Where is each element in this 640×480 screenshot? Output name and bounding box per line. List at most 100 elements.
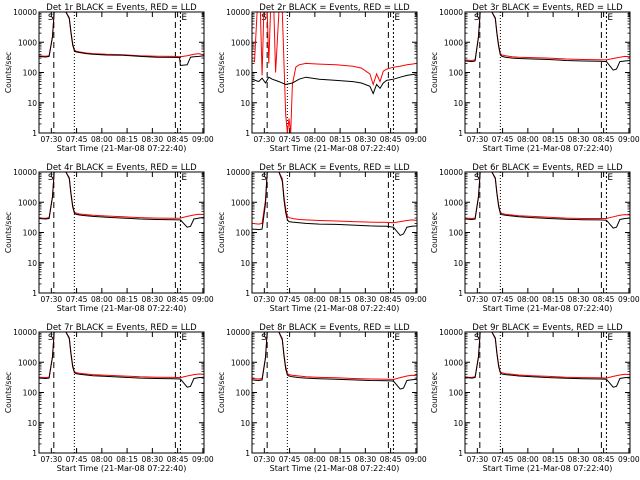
y-tick-label: 10 [240, 419, 250, 428]
x-axis-label: Start Time (21-Mar-08 07:22:40) [483, 144, 613, 153]
y-tick-label: 100 [236, 69, 251, 78]
end-marker-label: E [607, 333, 613, 343]
y-tick-label: 1 [245, 289, 250, 298]
start-marker-label: S [261, 333, 267, 343]
series-line-lld [252, 12, 417, 133]
x-tick-label: 08:30 [142, 295, 164, 304]
x-axis-label: Start Time (21-Mar-08 07:22:40) [483, 304, 613, 313]
plot-frame [38, 171, 205, 294]
x-axis-label: Start Time (21-Mar-08 07:22:40) [270, 304, 400, 313]
x-tick-label: 07:30 [41, 135, 63, 144]
y-tick-label: 100 [23, 69, 38, 78]
x-tick-label: 08:15 [116, 135, 138, 144]
y-tick-label: 10 [240, 259, 250, 268]
y-axis-label: Counts/sec [430, 52, 439, 93]
y-tick-label: 1000 [231, 358, 250, 367]
x-tick-label: 07:30 [467, 295, 489, 304]
series-line-events [39, 12, 204, 67]
y-axis-label: Counts/sec [4, 372, 13, 413]
y-tick-label: 10000 [13, 8, 37, 17]
y-axis-label: Counts/sec [217, 372, 226, 413]
x-axis-label: Start Time (21-Mar-08 07:22:40) [270, 144, 400, 153]
y-tick-label: 10000 [226, 8, 250, 17]
x-tick-label: 08:00 [517, 455, 539, 464]
series-line-lld [39, 12, 204, 58]
x-tick-label: 07:45 [279, 295, 301, 304]
x-tick-label: 08:00 [91, 135, 113, 144]
y-tick-label: 100 [236, 229, 251, 238]
series-line-lld [39, 332, 204, 379]
x-tick-label: 07:45 [492, 135, 514, 144]
y-tick-label: 10000 [226, 168, 250, 177]
detector-panel-9: Det 9r BLACK = Events, RED = LLD 1 10 100 10… [430, 323, 640, 473]
x-tick-label: 08:00 [517, 135, 539, 144]
x-tick-label: 07:30 [254, 135, 276, 144]
y-tick-label: 10 [27, 259, 37, 268]
x-tick-label: 08:45 [167, 455, 189, 464]
y-axis-label: Counts/sec [430, 212, 439, 253]
y-tick-label: 10000 [439, 168, 463, 177]
start-marker-label: S [261, 13, 267, 23]
series-line-events [252, 172, 417, 237]
x-axis-label: Start Time (21-Mar-08 07:22:40) [483, 464, 613, 473]
x-tick-label: 07:45 [492, 455, 514, 464]
y-tick-label: 1 [32, 289, 37, 298]
x-tick-label: 08:30 [355, 135, 377, 144]
y-tick-label: 10 [27, 419, 37, 428]
x-tick-label: 07:30 [254, 295, 276, 304]
detector-panel-7: Det 7r BLACK = Events, RED = LLD 1 10 100 10… [4, 323, 214, 473]
plot-frame [464, 11, 631, 134]
detector-panel-6: Det 6r BLACK = Events, RED = LLD 1 10 100 10… [430, 163, 640, 313]
detector-panel-5: Det 5r BLACK = Events, RED = LLD 1 10 100 10… [217, 163, 427, 313]
panel-title: Det 1r BLACK = Events, RED = LLD [46, 3, 197, 13]
start-marker-label: S [261, 173, 267, 183]
y-tick-label: 1000 [231, 198, 250, 207]
end-marker-label: E [181, 13, 187, 23]
y-tick-label: 100 [449, 389, 464, 398]
x-tick-label: 08:15 [329, 135, 351, 144]
y-tick-label: 10 [453, 259, 463, 268]
y-tick-label: 10 [240, 99, 250, 108]
x-tick-label: 07:45 [66, 455, 88, 464]
x-tick-label: 08:45 [380, 455, 402, 464]
x-tick-label: 08:00 [304, 455, 326, 464]
plot-frame [464, 331, 631, 454]
x-tick-label: 07:30 [254, 455, 276, 464]
panel-title: Det 9r BLACK = Events, RED = LLD [472, 323, 623, 333]
detector-panel-8: Det 8r BLACK = Events, RED = LLD 1 10 100 10… [217, 323, 427, 473]
x-tick-label: 07:30 [467, 135, 489, 144]
start-marker-label: S [48, 13, 54, 23]
x-tick-label: 09:00 [192, 455, 214, 464]
start-marker-label: S [474, 333, 480, 343]
x-tick-label: 08:15 [329, 455, 351, 464]
y-tick-label: 10000 [13, 168, 37, 177]
end-marker-label: E [394, 13, 400, 23]
detector-panel-3: Det 3r BLACK = Events, RED = LLD 1 10 100 10… [430, 3, 640, 153]
series-line-lld [465, 12, 630, 62]
start-marker-label: S [48, 173, 54, 183]
x-tick-label: 08:15 [542, 455, 564, 464]
series-line-lld [39, 172, 204, 219]
panel-title: Det 8r BLACK = Events, RED = LLD [259, 323, 410, 333]
detector-panel-1: Det 1r BLACK = Events, RED = LLD 1 10 100 10… [4, 3, 214, 153]
x-tick-label: 08:15 [116, 295, 138, 304]
end-marker-label: E [181, 333, 187, 343]
y-axis-label: Counts/sec [4, 52, 13, 93]
plot-frame [251, 11, 418, 134]
x-tick-label: 08:00 [517, 295, 539, 304]
y-tick-label: 1 [245, 449, 250, 458]
x-tick-label: 08:30 [568, 135, 590, 144]
x-axis-label: Start Time (21-Mar-08 07:22:40) [57, 144, 187, 153]
panel-title: Det 4r BLACK = Events, RED = LLD [46, 163, 197, 173]
y-tick-label: 10 [27, 99, 37, 108]
x-tick-label: 08:30 [568, 455, 590, 464]
panel-title: Det 7r BLACK = Events, RED = LLD [46, 323, 197, 333]
y-tick-label: 10000 [439, 8, 463, 17]
x-tick-label: 08:45 [380, 135, 402, 144]
x-tick-label: 09:00 [192, 135, 214, 144]
x-tick-label: 08:45 [593, 135, 615, 144]
start-marker-label: S [474, 173, 480, 183]
series-line-lld [252, 172, 417, 225]
x-tick-label: 07:45 [279, 455, 301, 464]
